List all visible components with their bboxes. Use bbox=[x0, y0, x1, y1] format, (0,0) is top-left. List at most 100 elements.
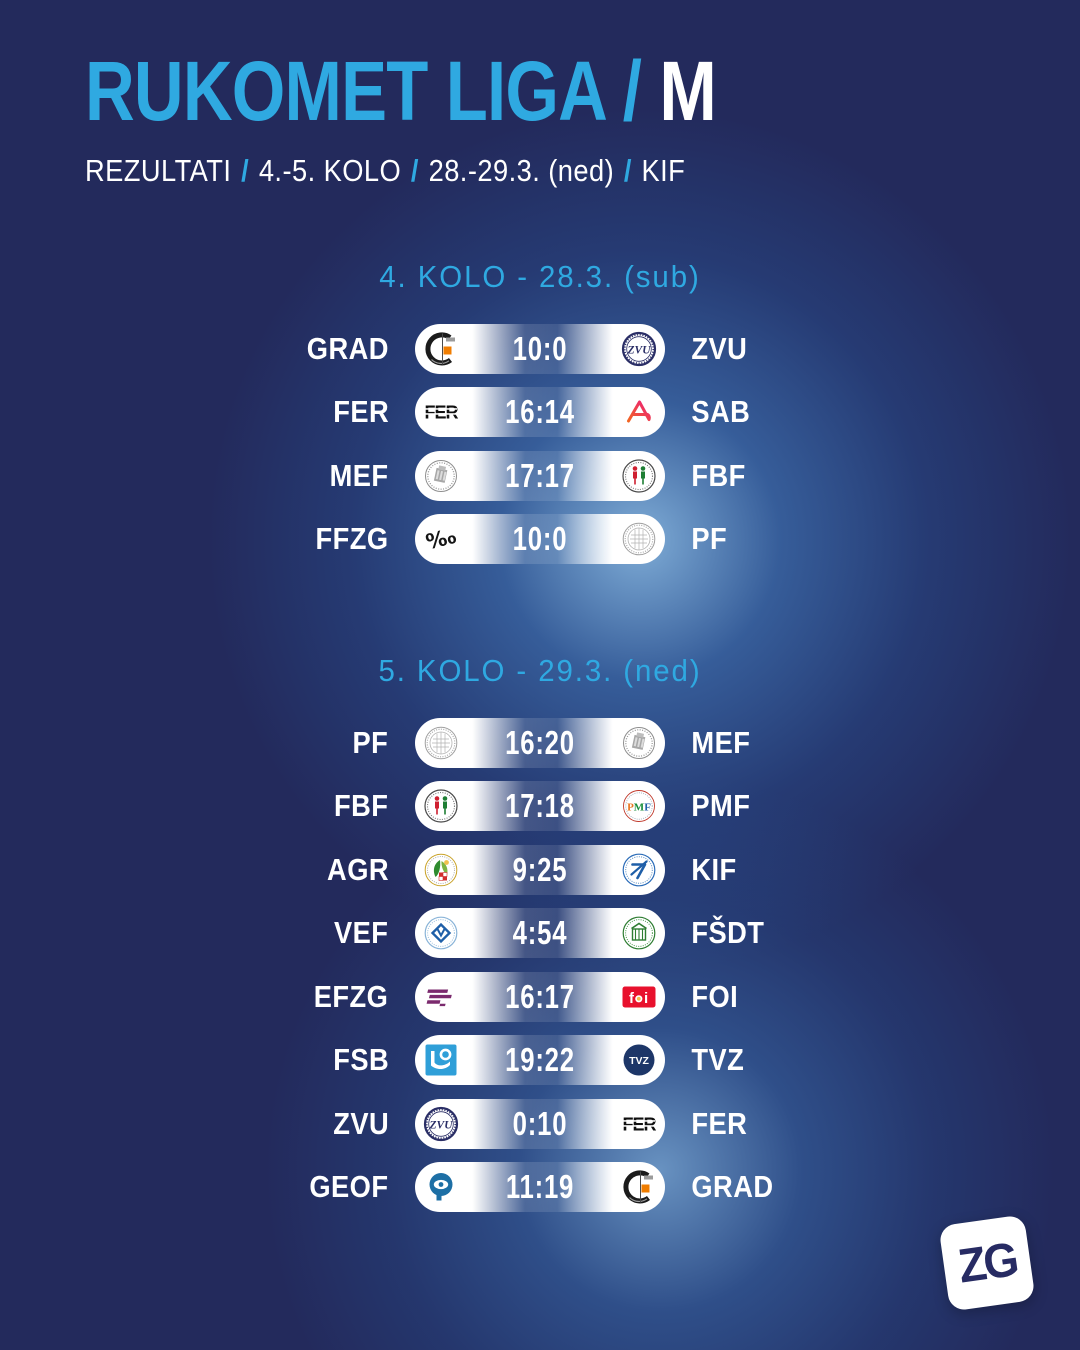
away-team-label: TVZ bbox=[691, 1042, 745, 1078]
score-pill: 16:20 bbox=[415, 717, 665, 768]
match-score: 17:17 bbox=[505, 456, 575, 494]
match-row: AGR 9:25 KIF bbox=[0, 838, 1080, 902]
efzg-logo bbox=[422, 978, 460, 1016]
zvu-logo: ZVU bbox=[620, 330, 658, 368]
away-team-label: FOI bbox=[691, 978, 739, 1014]
match-row: FFZG ‰ 10:0 PF bbox=[0, 508, 1080, 572]
svg-text:FER: FER bbox=[623, 1114, 657, 1134]
svg-text:ZVU: ZVU bbox=[429, 1119, 454, 1131]
home-team-label: AGR bbox=[326, 851, 389, 887]
match-score: 4:54 bbox=[512, 914, 568, 952]
grad-logo bbox=[620, 1168, 658, 1206]
svg-text:ZVU: ZVU bbox=[627, 344, 652, 356]
match-row: MEF 17:17 FBF bbox=[0, 444, 1080, 508]
subtitle-part: KIF bbox=[641, 152, 686, 188]
pf-logo bbox=[422, 724, 460, 762]
kif-logo bbox=[620, 851, 658, 889]
home-team-label: FSB bbox=[332, 1042, 389, 1078]
match-row: EFZG 16:17 f i FOI bbox=[0, 965, 1080, 1029]
geof-logo bbox=[422, 1168, 460, 1206]
poster-header: RUKOMET LIGA / M REZULTATI/4.-5. KOLO/28… bbox=[85, 46, 855, 189]
mef-logo bbox=[620, 724, 658, 762]
home-team-label: VEF bbox=[334, 915, 389, 951]
home-team-label: PF bbox=[352, 724, 389, 760]
sab-logo bbox=[620, 393, 658, 431]
match-score: 9:25 bbox=[512, 850, 568, 888]
svg-text:PMF: PMF bbox=[627, 802, 651, 814]
subtitle-part: 4.-5. KOLO bbox=[258, 152, 402, 188]
match-row: ZVU ZVU 0:10 FER FER bbox=[0, 1092, 1080, 1156]
tvz-logo: TVZ bbox=[620, 1041, 658, 1079]
home-team-label: ZVU bbox=[332, 1105, 389, 1141]
svg-text:i: i bbox=[644, 990, 648, 1007]
subtitle-separator: / bbox=[241, 152, 250, 188]
match-score: 16:17 bbox=[505, 977, 575, 1015]
pmf-logo: PMF bbox=[620, 787, 658, 825]
subtitle-part: REZULTATI bbox=[85, 152, 232, 188]
agr-logo bbox=[422, 851, 460, 889]
score-pill: 17:17 bbox=[415, 450, 665, 501]
vef-logo bbox=[422, 914, 460, 952]
match-row: FBF 17:18 PMF PMF bbox=[0, 775, 1080, 839]
ffzg-logo: ‰ bbox=[422, 520, 460, 558]
svg-text:‰: ‰ bbox=[423, 524, 458, 555]
grad-logo bbox=[422, 330, 460, 368]
match-row: VEF 4:54 FŠDT bbox=[0, 902, 1080, 966]
page-title: RUKOMET LIGA / M bbox=[85, 44, 717, 138]
pf-logo bbox=[620, 520, 658, 558]
mef-logo bbox=[422, 457, 460, 495]
away-team-label: FBF bbox=[691, 457, 746, 493]
match-row: GRAD 10:0 ZVU ZVU bbox=[0, 317, 1080, 381]
away-team-label: FER bbox=[691, 1105, 748, 1141]
home-team-label: FBF bbox=[334, 788, 389, 824]
match-score: 10:0 bbox=[512, 520, 568, 558]
away-team-label: KIF bbox=[691, 851, 737, 887]
score-pill: 16:17 f i bbox=[415, 971, 665, 1022]
section-round-5: 5. KOLO - 29.3. (ned) PF 16:20 MEF FBF 17:18 P… bbox=[0, 650, 1080, 1219]
subtitle: REZULTATI/4.-5. KOLO/28.-29.3. (ned) / KIF bbox=[85, 153, 762, 189]
section-title: 5. KOLO - 29.3. (ned) bbox=[378, 653, 702, 688]
zvu-logo: ZVU bbox=[422, 1105, 460, 1143]
score-pill: 9:25 bbox=[415, 844, 665, 895]
subtitle-separator: / bbox=[623, 152, 632, 188]
away-team-label: MEF bbox=[691, 724, 751, 760]
match-score: 19:22 bbox=[505, 1041, 575, 1079]
match-row: PF 16:20 MEF bbox=[0, 711, 1080, 775]
title-league-text: RUKOMET LIGA / bbox=[85, 44, 642, 138]
match-score: 16:20 bbox=[505, 723, 575, 761]
score-pill: 10:0 ZVU bbox=[415, 323, 665, 374]
score-pill: ‰ 10:0 bbox=[415, 514, 665, 565]
section-round-4: 4. KOLO - 28.3. (sub) GRAD 10:0 ZVU ZVU FER FE… bbox=[0, 256, 1080, 571]
score-pill: 19:22 TVZ bbox=[415, 1035, 665, 1086]
fsb-logo bbox=[422, 1041, 460, 1079]
fbf-logo bbox=[620, 457, 658, 495]
svg-text:f: f bbox=[629, 990, 635, 1007]
fbf-logo bbox=[422, 787, 460, 825]
match-score: 16:14 bbox=[505, 393, 575, 431]
away-team-label: PMF bbox=[691, 788, 751, 824]
fer-logo: FER bbox=[422, 393, 460, 431]
subtitle-part: 28.-29.3. (ned) bbox=[428, 152, 615, 188]
subtitle-separator: / bbox=[410, 152, 419, 188]
title-gender-text: M bbox=[659, 44, 717, 138]
home-team-label: MEF bbox=[329, 457, 389, 493]
score-pill: 4:54 bbox=[415, 908, 665, 959]
zg-logo-text: ZG bbox=[954, 1232, 1020, 1294]
away-team-label: ZVU bbox=[691, 330, 748, 366]
home-team-label: EFZG bbox=[314, 978, 389, 1014]
svg-text:TVZ: TVZ bbox=[629, 1055, 649, 1067]
match-row: FER FER 16:14 SAB bbox=[0, 381, 1080, 445]
score-pill: 17:18 PMF bbox=[415, 781, 665, 832]
fsdt-logo bbox=[620, 914, 658, 952]
zg-logo: ZG bbox=[938, 1214, 1036, 1312]
svg-text:FER: FER bbox=[425, 403, 459, 423]
away-team-label: GRAD bbox=[691, 1169, 774, 1205]
home-team-label: FER bbox=[332, 394, 389, 430]
score-pill: 11:19 bbox=[415, 1162, 665, 1213]
match-row: FSB 19:22 TVZ TVZ bbox=[0, 1029, 1080, 1093]
match-score: 11:19 bbox=[505, 1168, 575, 1206]
section-title: 4. KOLO - 28.3. (sub) bbox=[379, 259, 701, 294]
match-row: GEOF 11:19 GRAD bbox=[0, 1156, 1080, 1220]
